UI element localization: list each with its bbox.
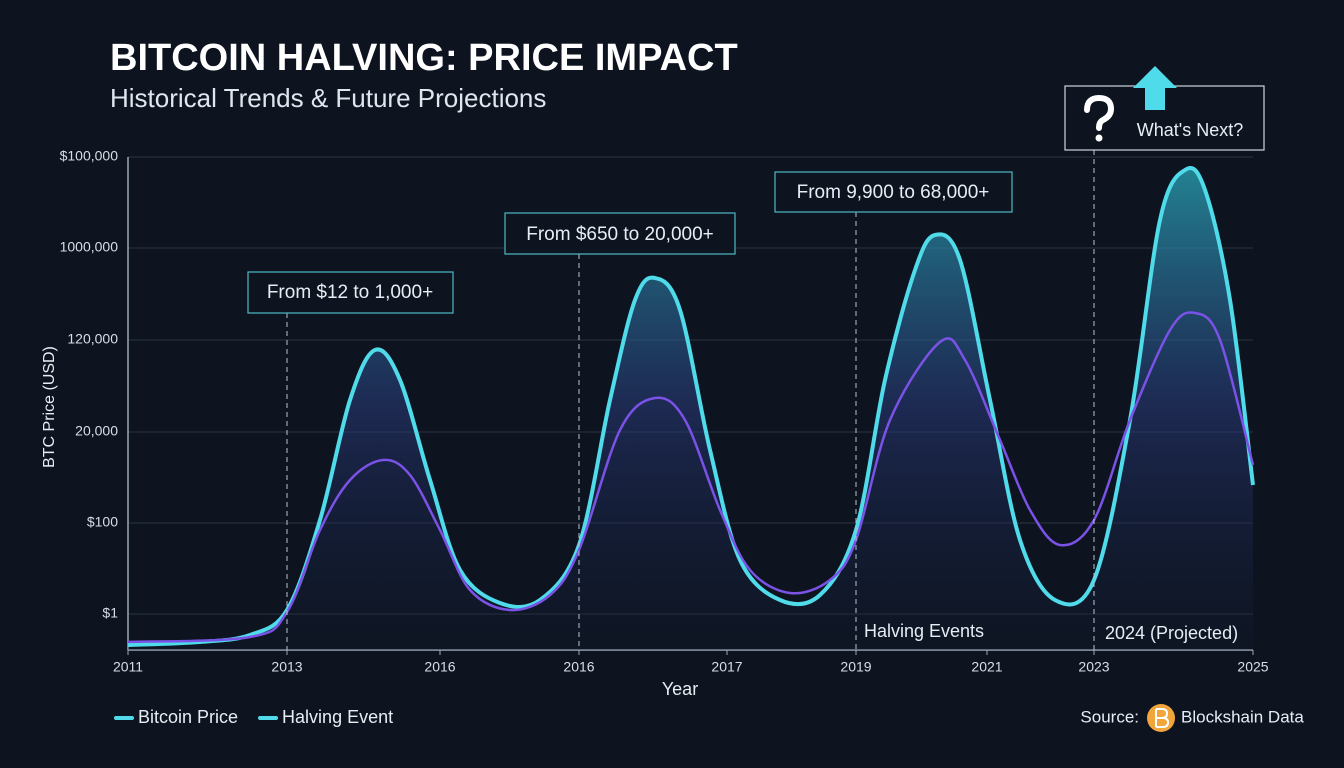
source-label: Source: — [1080, 707, 1139, 726]
x-tick-label: 2011 — [113, 659, 143, 675]
chart-title: BITCOIN HALVING: PRICE IMPACT — [110, 37, 738, 79]
line — [127, 311, 1255, 644]
legend-label: Bitcoin Price — [138, 707, 238, 727]
bitcoin-icon-mark — [1155, 708, 1170, 728]
source: Blockshain Data — [1181, 707, 1304, 726]
question-icon — [1084, 94, 1115, 131]
y-tick-label: $100 — [87, 514, 118, 530]
x-tick-label: 2013 — [271, 659, 302, 675]
y-tick-label: $1 — [102, 605, 118, 621]
annotation: Halving Events — [864, 621, 984, 641]
annotation: What's Next? — [1137, 120, 1243, 140]
annotation-box — [774, 171, 1013, 213]
y-axis-label: BTC Price (USD) — [41, 346, 58, 468]
x-tick-label: 2025 — [1237, 659, 1268, 675]
up-arrow — [1133, 66, 1177, 110]
legend-label: Halving Event — [282, 707, 393, 727]
annotation-box — [247, 271, 454, 314]
annotation: From 9,900 to 68,000+ — [797, 182, 990, 203]
y-tick-label: 120,000 — [67, 331, 118, 347]
y-tick-label: 1000,000 — [60, 239, 119, 255]
x-tick-label: 2019 — [840, 659, 871, 675]
plot: $1 $100 20,000 120,000 1000,000 $100,000 2011 2… — [60, 148, 1269, 675]
annotation: From $12 to 1,000+ — [267, 282, 433, 303]
legend: Bitcoin Price Halving Event — [114, 707, 393, 727]
x-tick-label: 2017 — [711, 659, 742, 675]
annotation: 2024 (Projected) — [1105, 623, 1238, 643]
line — [127, 166, 1255, 647]
annotation: From $650 to 20,000+ — [526, 224, 714, 245]
x-tick-label: 2016 — [424, 659, 455, 675]
chart-subtitle: Historical Trends & Future Projections — [110, 83, 546, 113]
area — [128, 167, 1253, 650]
question-icon-dot — [1095, 134, 1103, 142]
x-tick-label: 2016 — [563, 659, 594, 675]
y-tick-label: $100,000 — [60, 148, 119, 164]
x-axis-label: Year — [662, 679, 698, 699]
x-tick-label: 2023 — [1078, 659, 1109, 675]
y-tick-label: 20,000 — [75, 423, 118, 439]
x-tick-label: 2021 — [971, 659, 1002, 675]
annotation-box — [504, 212, 736, 255]
